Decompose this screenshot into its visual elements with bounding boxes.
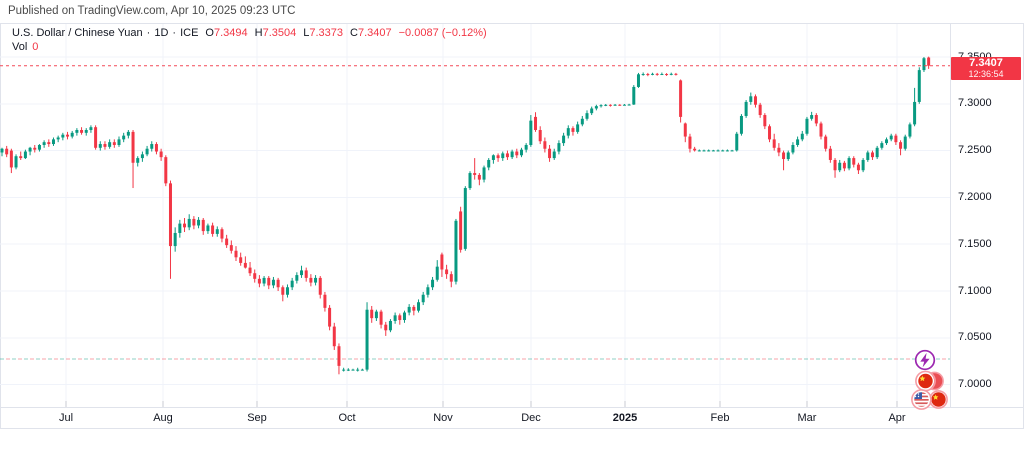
time-axis-label: 2025 <box>612 412 638 424</box>
chart-panel[interactable] <box>0 23 1024 429</box>
time-axis-label: Sep <box>247 412 267 424</box>
close-label: C <box>350 27 358 39</box>
price-axis-label: 7.3000 <box>958 97 992 110</box>
bar-countdown: 12:36:54 <box>968 69 1004 80</box>
current-price: 7.3407 <box>969 57 1003 70</box>
price-axis-label: 7.1000 <box>958 284 992 297</box>
published-bar: Published on TradingView.com, Apr 10, 20… <box>0 0 1024 23</box>
low-label: L <box>303 27 310 39</box>
symbol-title: U.S. Dollar / Chinese Yuan <box>12 27 143 39</box>
price-axis-label: 7.0500 <box>958 331 992 344</box>
legend: U.S. Dollar / Chinese Yuan · 1D · ICE O7.3494… <box>12 27 487 54</box>
high-label: H <box>254 27 263 39</box>
price-axis-label: 7.2000 <box>958 190 992 203</box>
time-axis-label: Oct <box>338 412 356 424</box>
time-axis-label: Mar <box>797 412 817 424</box>
time-axis-label: Apr <box>888 412 906 424</box>
legend-symbol-row: U.S. Dollar / Chinese Yuan · 1D · ICE O7.3494… <box>12 27 487 40</box>
exchange: ICE <box>180 27 199 39</box>
price-axis[interactable]: 7.3407 12:36:54 7.35007.30007.25007.2000… <box>950 23 1023 408</box>
close-value: 7.3407 <box>357 27 392 39</box>
time-axis-label: Jul <box>58 412 74 424</box>
volume-value: 0 <box>32 41 39 53</box>
high-value: 7.3504 <box>262 27 297 39</box>
price-axis-label: 7.1500 <box>958 237 992 250</box>
published-text: Published on TradingView.com, Apr 10, 20… <box>8 5 296 17</box>
interval: 1D <box>154 27 169 39</box>
time-axis[interactable]: Jul Aug Sep Oct Nov Dec 2025 Feb Mar Apr <box>0 408 950 429</box>
price-axis-label: 7.2500 <box>958 144 992 157</box>
price-axis-label: 7.0000 <box>958 378 992 391</box>
separator: · <box>172 27 177 39</box>
change-value: −0.0087 (−0.12%) <box>398 27 487 39</box>
time-axis-label: Aug <box>153 412 173 424</box>
time-axis-label: Feb <box>710 412 730 424</box>
time-axis-label: Nov <box>433 412 453 424</box>
legend-volume-row: Vol 0 <box>12 41 487 54</box>
time-axis-label: Dec <box>521 412 541 424</box>
current-price-badge: 7.3407 12:36:54 <box>951 56 1021 80</box>
volume-label: Vol <box>12 41 28 53</box>
low-value: 7.3373 <box>309 27 344 39</box>
footer: TradingView <box>0 429 1024 453</box>
separator: · <box>146 27 151 39</box>
open-label: O <box>205 27 214 39</box>
open-value: 7.3494 <box>213 27 248 39</box>
